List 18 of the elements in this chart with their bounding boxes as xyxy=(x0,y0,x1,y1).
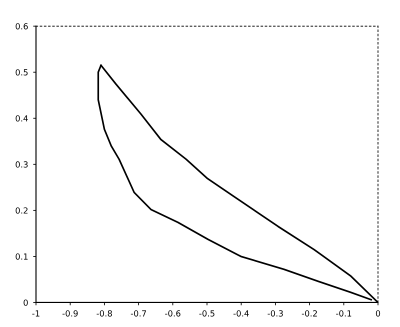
x-tick-label: -0.8 xyxy=(96,310,112,317)
y-tick-label: 0.1 xyxy=(16,253,28,260)
y-tick-label: 0.6 xyxy=(16,23,28,30)
x-tick-label: -0.4 xyxy=(233,310,249,317)
x-tick-label: -0.9 xyxy=(62,310,78,317)
y-tick-label: 0.2 xyxy=(16,207,28,214)
x-tick-label: -0.5 xyxy=(199,310,214,317)
x-tick-label: -0.3 xyxy=(268,310,283,317)
y-tick-label: 0.4 xyxy=(16,115,28,122)
y-tick-label: 0.3 xyxy=(16,161,28,168)
y-tick-label: 0.5 xyxy=(16,69,28,76)
x-tick-label: -0.7 xyxy=(130,310,146,317)
x-tick-label: 0 xyxy=(376,310,380,317)
x-tick-label: -1 xyxy=(32,310,40,316)
x-tick-label: -0.1 xyxy=(336,310,352,317)
y-tick-label: 0 xyxy=(24,299,28,306)
x-tick-label: -0.6 xyxy=(165,310,180,317)
x-tick-label: -0.2 xyxy=(302,310,317,317)
